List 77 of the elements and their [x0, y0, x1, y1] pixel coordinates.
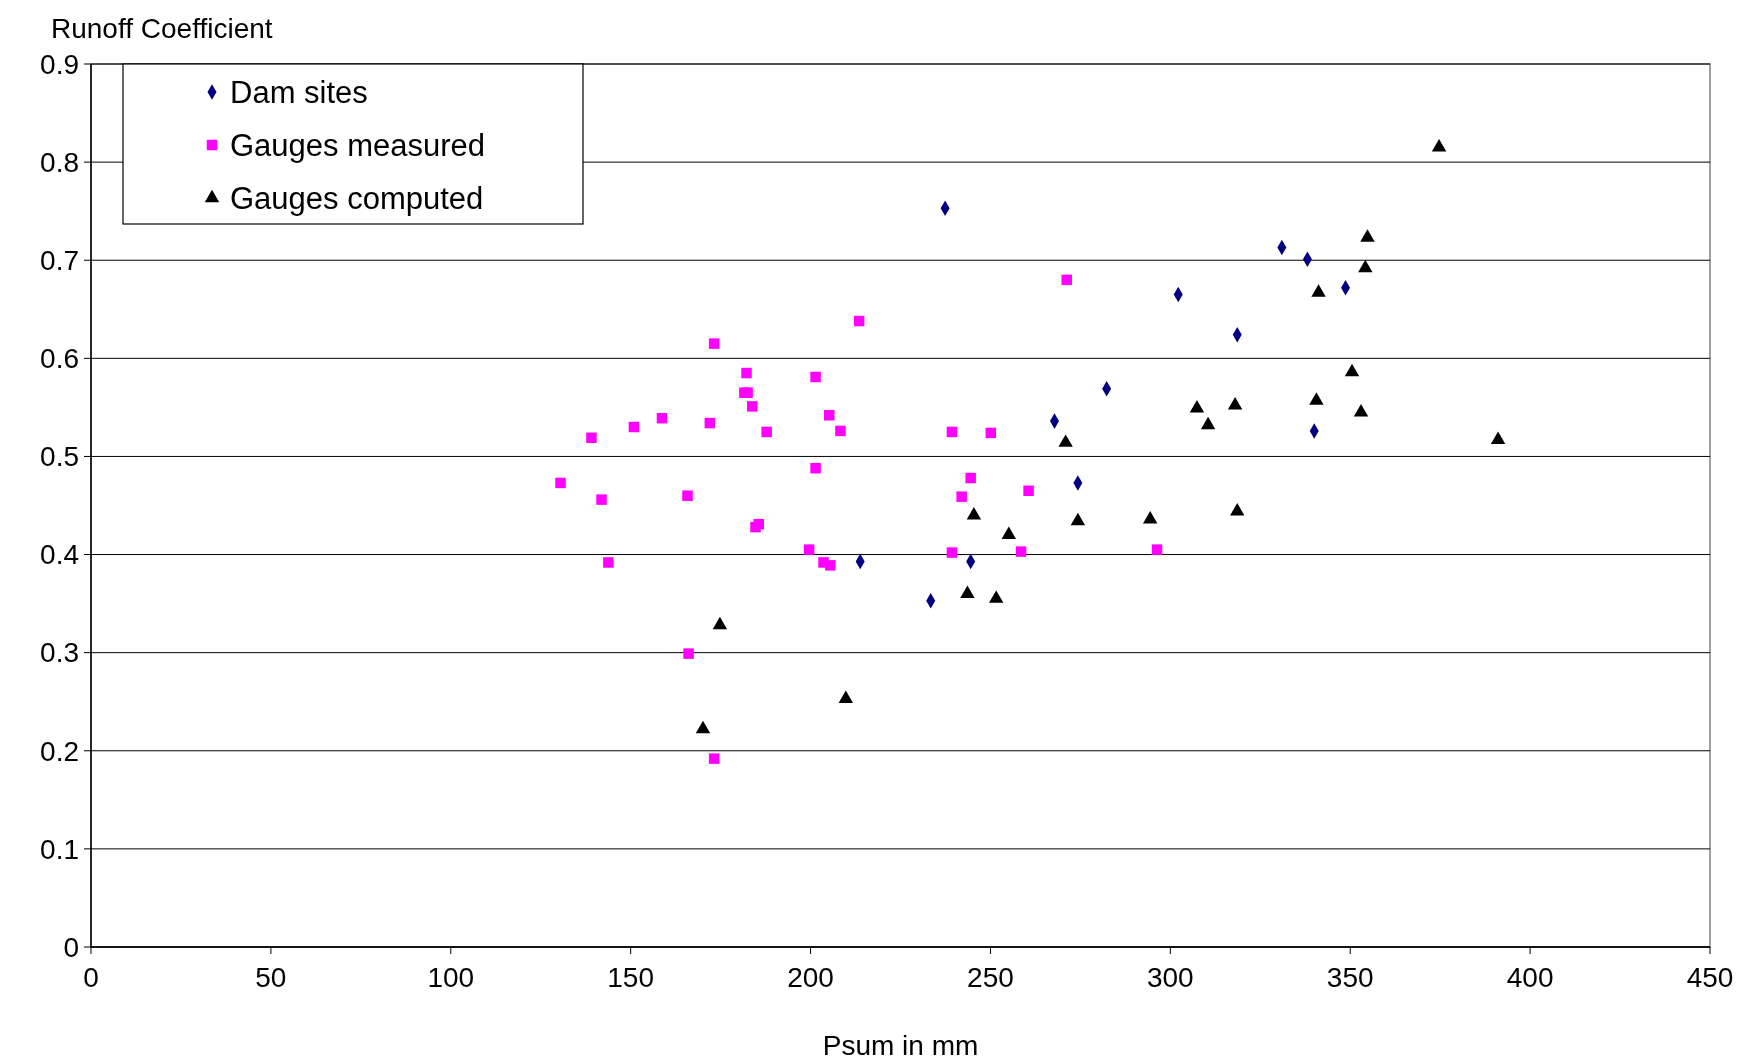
point [1431, 139, 1447, 152]
y-tick-label: 0.5 [40, 441, 79, 473]
point [1230, 503, 1245, 516]
y-tick-label: 0 [63, 931, 79, 963]
x-tick-label: 100 [427, 962, 475, 993]
point [596, 494, 607, 505]
point [708, 338, 720, 349]
point [682, 490, 693, 501]
x-tick-label: 400 [1506, 962, 1554, 993]
x-axis-title: Psum in mm [822, 1030, 979, 1059]
x-tick-label: 300 [1146, 962, 1194, 993]
point [1360, 229, 1375, 242]
y-tick-label: 0.2 [40, 735, 79, 767]
x-tick-label: 0 [83, 962, 99, 993]
point [810, 371, 821, 383]
point [988, 590, 1004, 603]
point [853, 315, 865, 327]
point [1353, 403, 1369, 417]
point [1058, 434, 1073, 447]
point [1023, 485, 1034, 497]
point [803, 544, 815, 555]
y-axis-title: Runoff Coefficient [51, 13, 273, 44]
x-tick-label: 350 [1326, 962, 1374, 993]
point [761, 426, 772, 438]
point [1151, 544, 1163, 555]
point [965, 472, 976, 484]
point [946, 426, 958, 438]
point [1070, 512, 1086, 526]
point [628, 421, 640, 433]
y-tick-label: 0.8 [40, 146, 79, 178]
point [1015, 546, 1027, 557]
point [1358, 259, 1373, 273]
point [712, 616, 728, 630]
point [1309, 392, 1324, 405]
x-tick-label: 50 [255, 962, 287, 993]
point [1227, 397, 1243, 410]
point [683, 648, 694, 659]
point [1061, 274, 1072, 286]
point [1001, 526, 1016, 540]
x-tick-label: 450 [1686, 962, 1734, 993]
point [586, 432, 597, 444]
point [966, 506, 982, 520]
point [1344, 363, 1360, 377]
point [656, 412, 668, 424]
point [1490, 431, 1506, 444]
point [704, 417, 716, 429]
y-tick-label: 0.6 [40, 343, 79, 375]
point [741, 367, 752, 379]
point [747, 401, 758, 412]
point [708, 753, 720, 764]
point [810, 462, 821, 474]
point [838, 690, 854, 703]
y-tick-label: 0.7 [40, 245, 79, 277]
y-tick-label: 0.9 [40, 48, 79, 80]
y-tick-label: 0.1 [40, 833, 79, 865]
point [985, 427, 997, 439]
point [1311, 284, 1326, 297]
point [1142, 510, 1158, 524]
point [555, 477, 566, 489]
legend-label: Gauges computed [230, 180, 484, 216]
point [835, 425, 846, 437]
point [825, 560, 836, 571]
point [1189, 400, 1205, 413]
y-tick-label: 0.4 [40, 539, 79, 571]
point [603, 557, 614, 568]
x-tick-label: 200 [787, 962, 834, 993]
x-tick-label: 150 [607, 962, 655, 993]
point [1200, 416, 1216, 430]
point [960, 585, 975, 598]
point [956, 491, 967, 502]
legend-label: Dam sites [230, 74, 368, 110]
point [946, 547, 958, 558]
y-tick-label: 0.3 [40, 637, 79, 669]
point [695, 720, 711, 734]
point [824, 409, 835, 421]
legend-label: Gauges measured [230, 127, 486, 163]
x-tick-label: 250 [967, 962, 1014, 993]
